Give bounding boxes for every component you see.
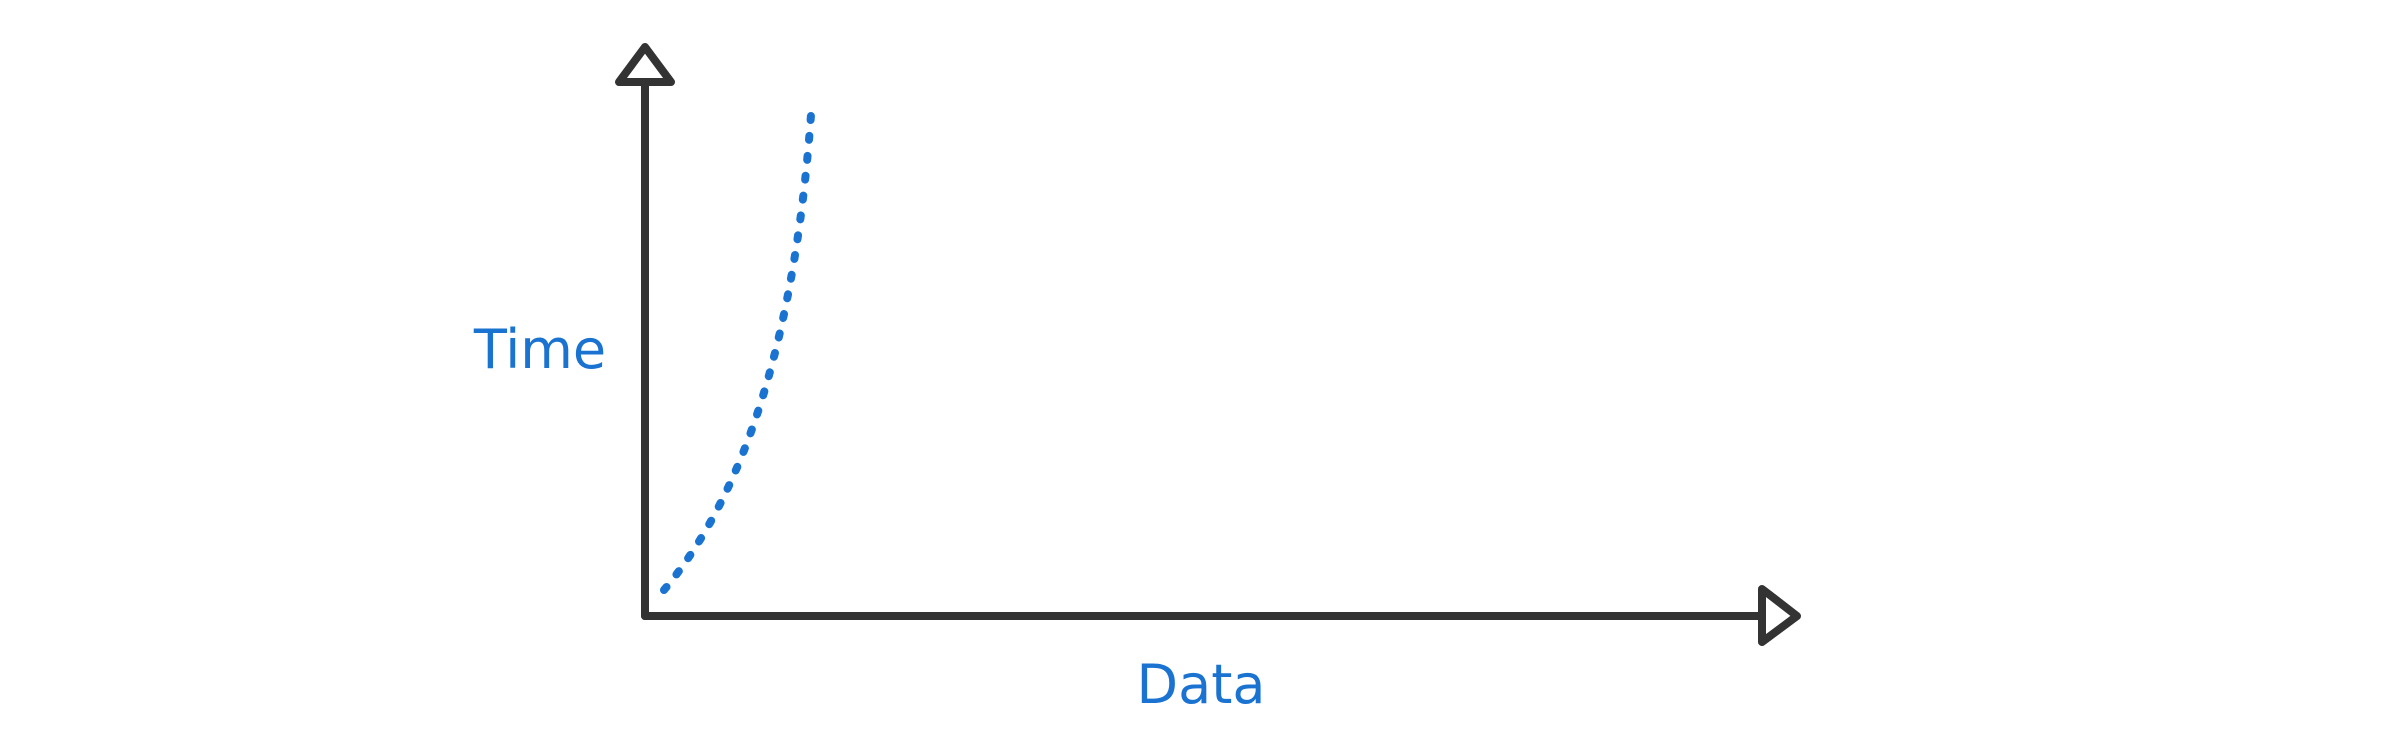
- y-axis-arrowhead-icon: [615, 43, 675, 86]
- x-axis-label: Data: [1137, 653, 1266, 716]
- y-axis-label: Time: [473, 318, 606, 381]
- x-axis-arrowhead-icon: [1758, 585, 1801, 646]
- dotted-growth-curve: [660, 96, 816, 594]
